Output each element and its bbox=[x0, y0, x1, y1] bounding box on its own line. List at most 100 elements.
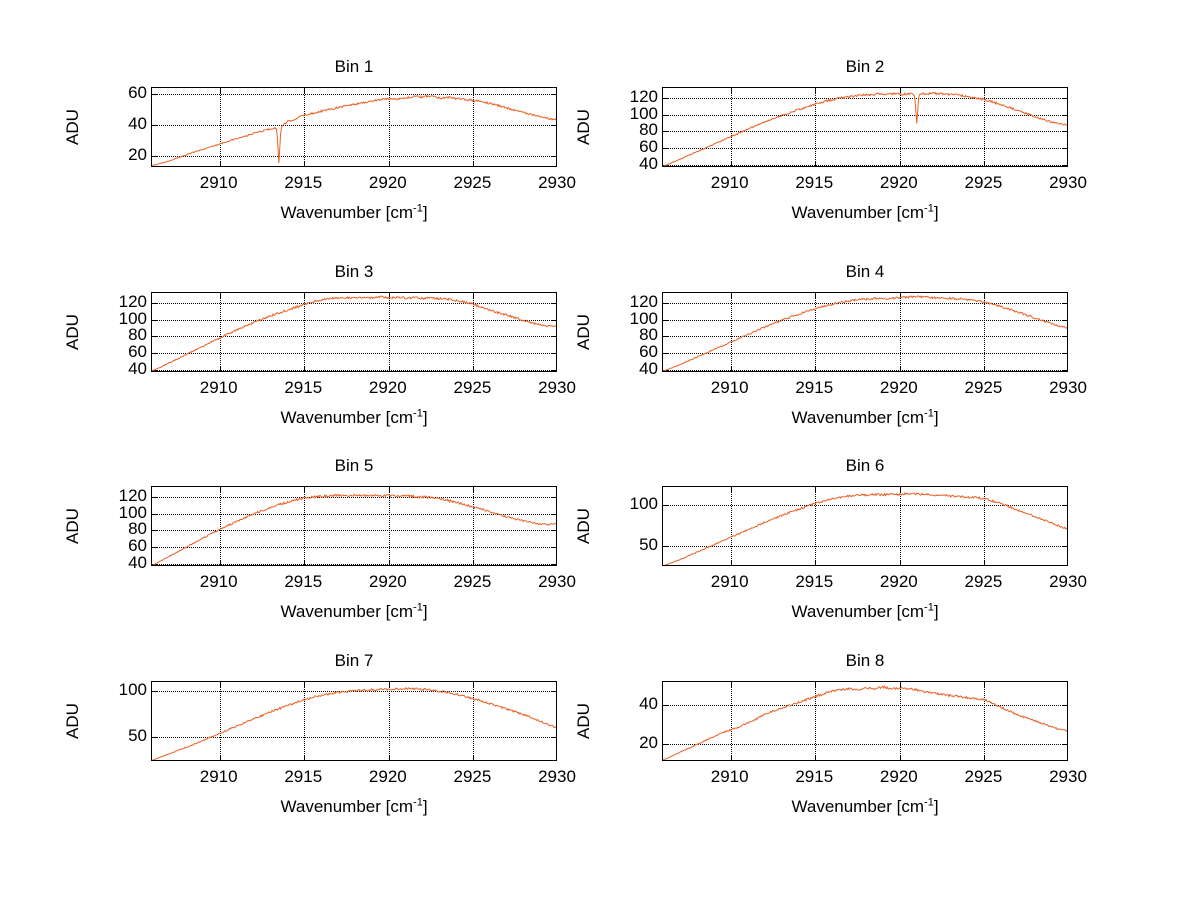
x-axis-label-main: Wavenumber [cm bbox=[791, 408, 925, 427]
x-axis-label-1: Wavenumber [cm-1] bbox=[151, 203, 557, 223]
x-tickmark bbox=[815, 161, 817, 166]
x-axis-label-main: Wavenumber [cm bbox=[280, 797, 414, 816]
y-tickmark-right bbox=[1062, 98, 1067, 99]
y-axis-label-5: ADU bbox=[63, 508, 82, 544]
y-tickmark bbox=[152, 353, 157, 354]
y-tick-label: 60 bbox=[128, 536, 147, 555]
x-axis-label-main: Wavenumber [cm bbox=[791, 203, 925, 222]
gridline-horizontal bbox=[152, 736, 556, 738]
x-tick-label: 2930 bbox=[1049, 378, 1087, 397]
x-axis-label-3: Wavenumber [cm-1] bbox=[151, 408, 557, 428]
x-tickmark-top bbox=[304, 293, 306, 298]
gridline-horizontal bbox=[663, 744, 1067, 746]
gridline-vertical bbox=[730, 487, 732, 565]
x-tick-label: 2930 bbox=[1049, 767, 1087, 786]
x-tick-label: 2915 bbox=[795, 572, 834, 591]
spectral-trace-4 bbox=[663, 293, 1068, 372]
x-tickmark bbox=[984, 161, 986, 166]
x-tickmark bbox=[815, 755, 817, 760]
y-tickmark bbox=[152, 736, 157, 738]
gridline-vertical bbox=[815, 293, 817, 371]
y-tick-label: 20 bbox=[639, 733, 658, 753]
gridline-vertical bbox=[815, 487, 817, 565]
gridline-vertical bbox=[899, 487, 901, 565]
x-axis-label-main: Wavenumber [cm bbox=[280, 408, 414, 427]
y-tick-label: 120 bbox=[118, 292, 147, 311]
x-axis-label-exponent: -1 bbox=[924, 202, 934, 215]
x-tickmark-top bbox=[219, 293, 221, 298]
x-tickmark bbox=[473, 755, 475, 760]
gridline-vertical bbox=[730, 682, 732, 760]
gridline-horizontal bbox=[152, 513, 556, 515]
x-tickmark-top bbox=[473, 88, 475, 93]
y-axis-label-3: ADU bbox=[63, 314, 82, 350]
x-tickmark bbox=[473, 366, 475, 371]
x-tickmark-top bbox=[899, 487, 901, 492]
x-tick-label: 2925 bbox=[964, 173, 1003, 192]
y-tickmark bbox=[663, 98, 668, 99]
gridline-horizontal bbox=[152, 155, 556, 157]
gridline-horizontal bbox=[663, 336, 1067, 338]
x-tick-label: 2915 bbox=[284, 767, 323, 786]
spectral-trace-6 bbox=[663, 487, 1068, 566]
spectral-trace-2 bbox=[663, 88, 1068, 167]
gridline-horizontal bbox=[152, 369, 556, 371]
x-tickmark-top bbox=[473, 682, 475, 687]
x-tick-label: 2915 bbox=[284, 173, 323, 192]
gridline-vertical bbox=[815, 682, 817, 760]
x-tickmark-top bbox=[984, 88, 986, 93]
y-tick-label: 100 bbox=[118, 308, 147, 328]
y-tickmark bbox=[663, 705, 668, 707]
gridline-vertical bbox=[899, 88, 901, 166]
gridline-horizontal bbox=[152, 124, 556, 126]
spectral-trace-5 bbox=[152, 487, 557, 566]
subplot-title-1: Bin 1 bbox=[334, 57, 374, 76]
x-tick-label: 2930 bbox=[538, 173, 576, 192]
gridline-vertical bbox=[899, 293, 901, 371]
gridline-vertical bbox=[388, 293, 390, 371]
y-tickmark-right bbox=[551, 691, 556, 693]
x-axis-label-exponent: -1 bbox=[924, 601, 934, 614]
x-axis-label-exponent: -1 bbox=[413, 202, 423, 215]
y-tick-label: 100 bbox=[118, 680, 147, 700]
x-tick-label: 2920 bbox=[368, 572, 407, 591]
y-axis-label-7: ADU bbox=[63, 703, 82, 739]
x-tick-label: 2920 bbox=[368, 378, 407, 397]
y-tickmark-right bbox=[551, 336, 556, 338]
x-tick-label: 2910 bbox=[710, 572, 749, 591]
y-tickmark-right bbox=[1062, 505, 1067, 507]
x-axis-label-bracket: ] bbox=[933, 408, 939, 427]
gridline-horizontal bbox=[663, 164, 1067, 166]
plot-area-6 bbox=[662, 486, 1068, 566]
x-tickmark-top bbox=[219, 682, 221, 687]
y-tickmark-right bbox=[551, 155, 556, 157]
gridline-vertical bbox=[730, 88, 732, 166]
y-tick-label: 120 bbox=[629, 87, 658, 106]
x-axis-label-bracket: ] bbox=[933, 797, 939, 816]
x-tickmark-top bbox=[219, 88, 221, 93]
gridline-horizontal bbox=[152, 336, 556, 338]
y-tick-label: 60 bbox=[128, 342, 147, 361]
x-axis-label-exponent: -1 bbox=[924, 796, 934, 809]
gridline-vertical bbox=[388, 682, 390, 760]
x-tickmark bbox=[304, 560, 306, 565]
gridline-vertical bbox=[730, 293, 732, 371]
x-tick-label: 2910 bbox=[199, 173, 238, 192]
plot-area-1 bbox=[151, 87, 557, 167]
y-tickmark bbox=[152, 497, 157, 498]
gridline-horizontal bbox=[663, 131, 1067, 133]
gridline-vertical bbox=[899, 682, 901, 760]
x-tickmark bbox=[219, 560, 221, 565]
x-tick-label: 2915 bbox=[795, 378, 834, 397]
trace-line bbox=[152, 296, 557, 371]
gridline-horizontal bbox=[152, 563, 556, 565]
plot-area-5 bbox=[151, 486, 557, 566]
plot-area-4 bbox=[662, 292, 1068, 372]
y-tickmark bbox=[152, 530, 157, 532]
x-tickmark bbox=[730, 755, 732, 760]
trace-line-overlay bbox=[170, 506, 519, 556]
gridline-horizontal bbox=[152, 547, 556, 548]
x-tick-label: 2910 bbox=[710, 173, 749, 192]
x-tickmark bbox=[219, 755, 221, 760]
y-tick-label: 100 bbox=[629, 103, 658, 123]
